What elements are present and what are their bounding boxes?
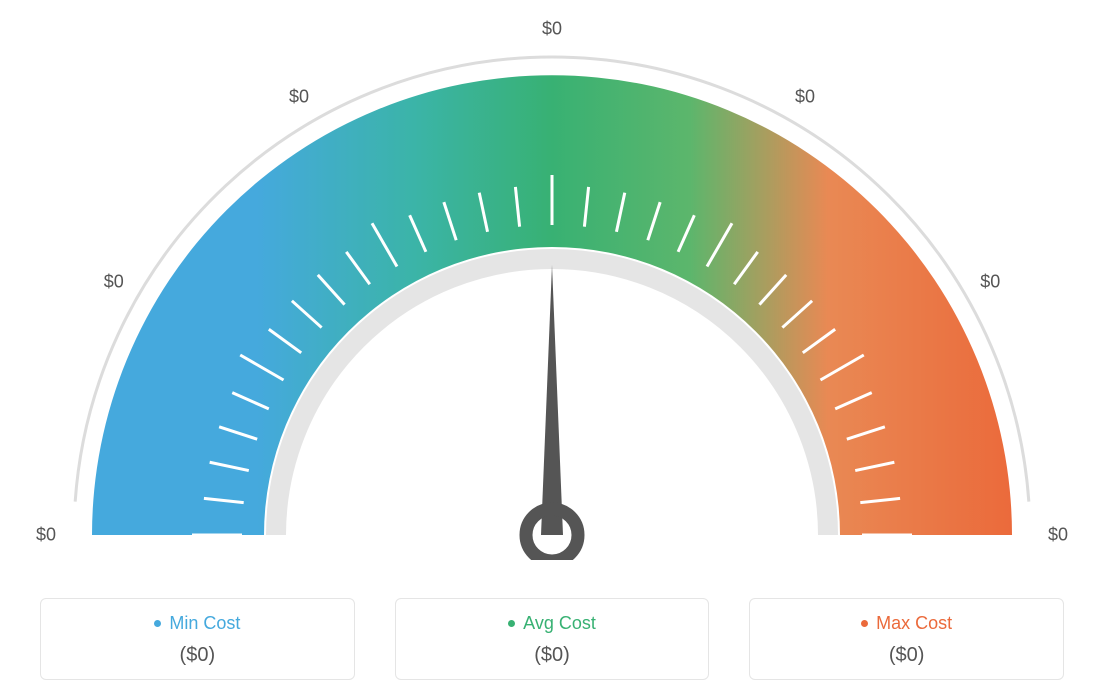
legend-label-text: Min Cost bbox=[169, 613, 240, 634]
gauge-scale-label: $0 bbox=[542, 19, 562, 40]
bullet-icon bbox=[508, 620, 515, 627]
legend-label-text: Max Cost bbox=[876, 613, 952, 634]
bullet-icon bbox=[861, 620, 868, 627]
legend-label-max: Max Cost bbox=[861, 613, 952, 634]
legend-row: Min Cost ($0) Avg Cost ($0) Max Cost ($0… bbox=[0, 598, 1104, 680]
legend-label-text: Avg Cost bbox=[523, 613, 596, 634]
gauge-scale-label: $0 bbox=[36, 525, 56, 546]
gauge-scale-label: $0 bbox=[289, 86, 309, 107]
gauge-scale-label: $0 bbox=[980, 272, 1000, 293]
legend-label-avg: Avg Cost bbox=[508, 613, 596, 634]
bullet-icon bbox=[154, 620, 161, 627]
legend-value-max: ($0) bbox=[760, 644, 1053, 667]
gauge-scale-label: $0 bbox=[1048, 525, 1068, 546]
legend-value-min: ($0) bbox=[51, 644, 344, 667]
legend-label-min: Min Cost bbox=[154, 613, 240, 634]
legend-card-min: Min Cost ($0) bbox=[40, 598, 355, 680]
legend-value-avg: ($0) bbox=[406, 644, 699, 667]
gauge-scale-label: $0 bbox=[104, 272, 124, 293]
gauge-scale-label: $0 bbox=[795, 86, 815, 107]
legend-card-max: Max Cost ($0) bbox=[749, 598, 1064, 680]
gauge-chart: $0 $0 $0 $0 $0 $0 $0 bbox=[0, 0, 1104, 560]
legend-card-avg: Avg Cost ($0) bbox=[395, 598, 710, 680]
gauge-svg bbox=[0, 0, 1104, 560]
